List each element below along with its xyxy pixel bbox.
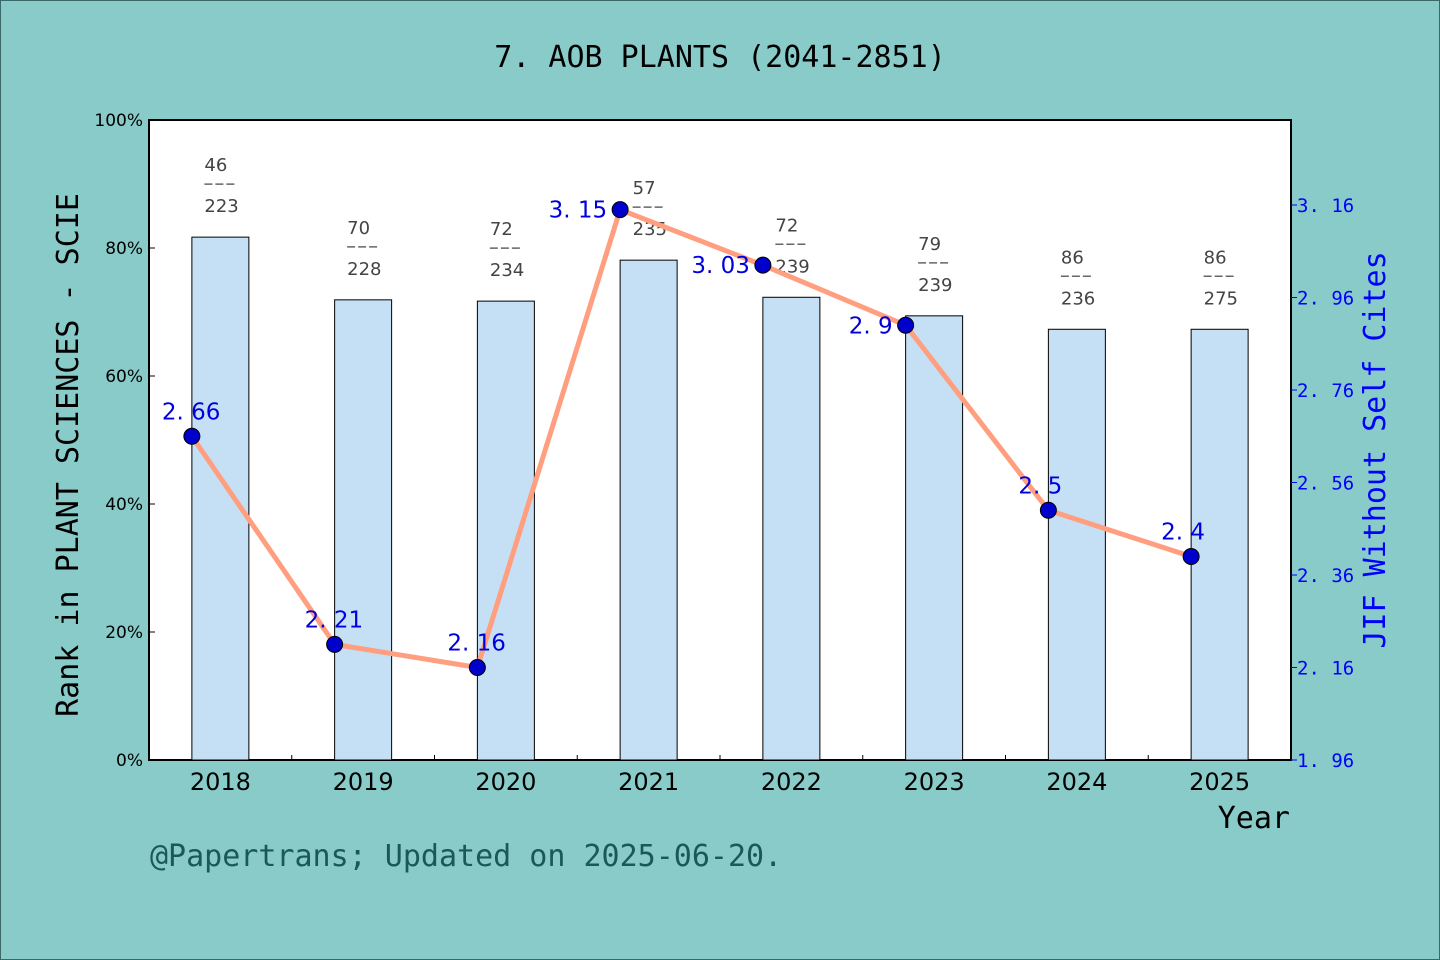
jif-marker bbox=[1182, 548, 1200, 565]
jif-marker bbox=[1039, 501, 1057, 519]
jif-value-label: 2. 16 bbox=[447, 631, 506, 657]
rank-label: 72 bbox=[775, 215, 798, 236]
bar-2024 bbox=[1047, 328, 1106, 761]
plot-area bbox=[148, 119, 1292, 761]
jif-marker bbox=[183, 427, 201, 445]
rank-label: 72 bbox=[490, 219, 513, 240]
y2-tick-label: 1. 96 bbox=[1297, 750, 1354, 772]
bar-2018 bbox=[191, 236, 250, 761]
y-tick-label: 80% bbox=[105, 239, 143, 259]
x-axis-label: Year bbox=[1218, 801, 1290, 836]
footer-credit: @Papertrans; Updated on 2025-06-20. bbox=[150, 839, 782, 874]
jif-value-label: 2. 4 bbox=[1161, 520, 1205, 546]
y-axis-label: Rank in PLANT SCIENCES - SCIE bbox=[51, 193, 86, 717]
x-tick-label: 2023 bbox=[904, 768, 965, 796]
x-tick-label: 2018 bbox=[190, 768, 251, 796]
x-tick-label: 2022 bbox=[761, 768, 822, 796]
y-tick-label: 100% bbox=[94, 111, 143, 131]
chart-title: 7. AOB PLANTS (2041-2851) bbox=[494, 40, 946, 75]
total-label: 236 bbox=[1061, 288, 1095, 309]
y2-tick-label: 2. 16 bbox=[1297, 658, 1354, 680]
y2-tick-label: 2. 96 bbox=[1297, 288, 1354, 310]
y-tick-label: 20% bbox=[105, 623, 143, 643]
rank-label: 46 bbox=[204, 155, 227, 176]
y2-tick-label: 2. 76 bbox=[1297, 380, 1354, 402]
jif-marker bbox=[468, 659, 486, 676]
total-label: 239 bbox=[918, 275, 952, 296]
x-tick-label: 2020 bbox=[475, 768, 536, 796]
x-tick-label: 2019 bbox=[333, 768, 394, 796]
rank-label: 57 bbox=[633, 178, 656, 199]
total-label: 234 bbox=[490, 260, 524, 281]
total-label: 228 bbox=[347, 259, 381, 280]
y2-tick-label: 3. 16 bbox=[1297, 195, 1354, 217]
jif-marker bbox=[611, 201, 629, 219]
jif-value-label: 2. 5 bbox=[1018, 473, 1062, 499]
bar-2025 bbox=[1190, 328, 1249, 761]
rank-label: 70 bbox=[347, 218, 370, 239]
y-tick-label: 0% bbox=[116, 751, 143, 771]
y-tick-label: 60% bbox=[105, 367, 143, 387]
jif-value-label: 2. 9 bbox=[849, 313, 893, 339]
jif-value-label: 2. 21 bbox=[305, 607, 364, 633]
y2-tick-label: 2. 56 bbox=[1297, 473, 1354, 495]
jif-marker bbox=[754, 256, 772, 274]
bar-2021 bbox=[619, 259, 678, 761]
jif-marker bbox=[326, 635, 344, 653]
total-label: 223 bbox=[204, 196, 238, 217]
total-label: 275 bbox=[1204, 288, 1238, 309]
bar-2019 bbox=[334, 299, 393, 761]
rank-label: 79 bbox=[918, 234, 941, 255]
x-tick-label: 2021 bbox=[618, 768, 679, 796]
y2-axis-label: JIF Without Self Cites bbox=[1358, 251, 1393, 648]
y2-tick-label: 2. 36 bbox=[1297, 565, 1354, 587]
bar-2022 bbox=[762, 296, 821, 761]
bar-2020 bbox=[476, 300, 535, 761]
rank-label: 86 bbox=[1204, 247, 1227, 268]
jif-value-label: 3. 15 bbox=[549, 198, 608, 224]
y-tick-label: 40% bbox=[105, 495, 143, 515]
jif-line bbox=[189, 207, 1192, 670]
x-tick-label: 2025 bbox=[1189, 768, 1250, 796]
bar-2023 bbox=[905, 315, 964, 761]
rank-label: 86 bbox=[1061, 247, 1084, 268]
jif-value-label: 3. 03 bbox=[691, 253, 750, 279]
x-tick-label: 2024 bbox=[1046, 768, 1107, 796]
jif-value-label: 2. 66 bbox=[162, 399, 221, 425]
jif-marker bbox=[897, 316, 915, 334]
